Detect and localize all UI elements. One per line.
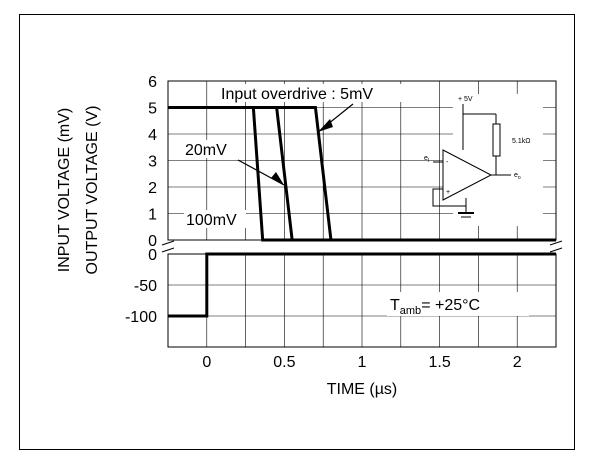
input-label: e — [424, 155, 428, 162]
temp-value: = +25°C — [421, 297, 480, 314]
input-series-line — [168, 252, 556, 318]
axis-break-right — [549, 240, 563, 253]
time-axis-label: TIME (µs) — [327, 381, 398, 398]
comparator-symbol — [442, 149, 493, 201]
output-series-line — [168, 106, 556, 242]
overdrive-5mv-annotation: Input overdrive : 5mV — [218, 84, 436, 133]
plus-pin: + — [446, 189, 450, 196]
minus-pin: - — [446, 159, 449, 166]
top-y-tick-label: 5 — [148, 101, 157, 118]
overdrive-100mv-annotation: 100mV — [184, 210, 246, 229]
x-tick-label: 2 — [513, 354, 522, 371]
output-label: e — [514, 172, 518, 179]
top-y-tick-label: 3 — [148, 154, 157, 171]
series-lines — [168, 106, 556, 318]
bottom-y-tick-label: -100 — [125, 309, 157, 326]
overdrive-20mv-label: 20mV — [185, 142, 227, 159]
bottom-y-tick-label: 0 — [148, 247, 157, 264]
x-tick-label: 1.5 — [428, 354, 450, 371]
output-subscript: o — [518, 175, 521, 181]
output-voltage-axis-label: OUTPUT VOLTAGE (V) — [84, 106, 101, 275]
overdrive-5mv-label: Input overdrive : 5mV — [221, 86, 373, 103]
x-tick-label: 1 — [358, 354, 367, 371]
svg-text:eI: eI — [424, 155, 429, 164]
temp-symbol: T — [390, 297, 400, 314]
top-y-tick-label: 6 — [148, 74, 157, 91]
x-tick-label: 0 — [202, 354, 211, 371]
overdrive-100mv-label: 100mV — [186, 212, 237, 229]
top-y-tick-label: 0 — [148, 233, 157, 250]
svg-text:Tamb= +25°C: Tamb= +25°C — [390, 297, 480, 317]
svg-text:eo: eo — [514, 172, 521, 181]
supply-label: + 5V — [458, 96, 473, 103]
temperature-annotation: Tamb= +25°C — [387, 292, 529, 317]
bottom-y-tick-label: -50 — [134, 278, 157, 295]
input-subscript: I — [428, 158, 429, 164]
comparator-schematic: + 5V 5.1kΩ - + eI eo — [424, 94, 543, 226]
pullup-resistor — [492, 123, 501, 157]
overdrive-20mv-annotation: 20mV — [183, 140, 285, 186]
axis-break-left — [161, 240, 175, 253]
input-voltage-axis-label: INPUT VOLTAGE (mV) — [56, 108, 73, 272]
top-y-tick-label: 4 — [148, 127, 157, 144]
chart-frame — [19, 14, 575, 450]
top-y-tick-label: 2 — [148, 180, 157, 197]
x-tick-label: 0.5 — [273, 354, 295, 371]
resistor-label: 5.1kΩ — [512, 138, 530, 145]
temp-subscript: amb — [400, 305, 421, 317]
top-y-tick-label: 1 — [148, 207, 157, 224]
